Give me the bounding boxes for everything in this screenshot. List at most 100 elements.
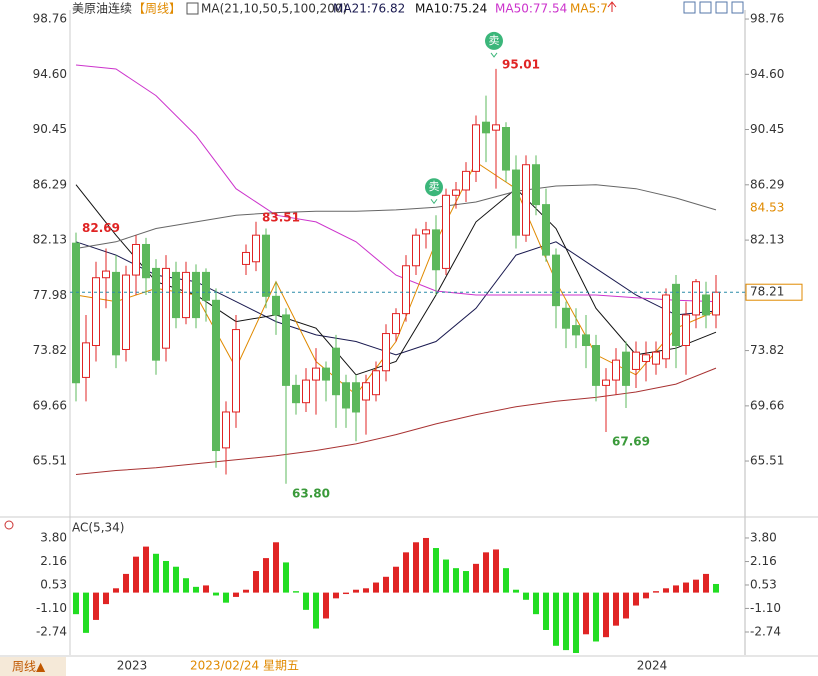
ac-bar [363, 588, 369, 593]
ac-bar [473, 563, 479, 593]
candle-body [402, 265, 410, 315]
period-button[interactable]: 周线▲ [12, 660, 46, 674]
candle-body [622, 351, 630, 386]
ac-bar [383, 576, 389, 593]
candle-body [142, 243, 150, 279]
y-tick-label: 0.53 [40, 577, 67, 591]
candle-body [472, 124, 480, 172]
tool-button[interactable] [731, 1, 744, 14]
ac-bar [243, 589, 249, 593]
ac-bar [163, 560, 169, 593]
ac-bar [403, 552, 409, 593]
ac-bar [493, 549, 499, 593]
indicator-icon [4, 520, 14, 530]
ac-bar [333, 592, 339, 599]
candle-body [212, 299, 220, 452]
y-tick-label-right: 82.13 [750, 233, 784, 247]
ac-bar [213, 592, 219, 596]
period: 【周线】 [133, 2, 181, 16]
ac-bar [443, 559, 449, 593]
candle-body [172, 271, 180, 319]
ac-bar [93, 592, 99, 620]
ac-bar [353, 589, 359, 593]
ac-bar [583, 592, 589, 635]
y-tick-label: 94.60 [33, 67, 67, 81]
ma-line [75, 367, 717, 475]
y-tick-label: 2.16 [40, 554, 67, 568]
y-tick-label: -1.10 [36, 601, 67, 615]
toolbar [683, 1, 744, 14]
ac-bar [393, 566, 399, 593]
legend-entry: MA21:76.82 [333, 2, 405, 16]
candle-body [462, 170, 470, 191]
candle-body [692, 281, 700, 316]
candle-body [102, 270, 110, 279]
tool-button[interactable] [699, 1, 712, 14]
candle-body [312, 367, 320, 381]
extreme-label: 83.51 [262, 210, 300, 224]
sell-signal [485, 31, 503, 50]
period-button-bg[interactable] [0, 657, 66, 676]
candle-body [552, 254, 560, 307]
ac-bar [593, 592, 599, 642]
ac-bar [643, 592, 649, 599]
ac-bar [143, 546, 149, 593]
candle-body [502, 127, 510, 171]
y-tick-label: 82.13 [33, 233, 67, 247]
arrow-icon [607, 1, 617, 12]
candle-body [452, 189, 460, 196]
ac-bar [283, 562, 289, 593]
candle-body [202, 271, 210, 301]
candle-body [322, 367, 330, 381]
candle-body [572, 325, 580, 336]
y-tick-label: 73.82 [33, 343, 67, 357]
ac-bar [513, 589, 519, 593]
ac-bar [253, 571, 259, 593]
extreme-label: 95.01 [502, 57, 540, 71]
candle-body [442, 194, 450, 269]
candle-body [302, 379, 310, 404]
y-tick-label: 90.45 [33, 122, 67, 136]
ac-bar [323, 592, 329, 619]
ac-bar [103, 592, 109, 605]
y-tick-label-right: 94.60 [750, 67, 784, 81]
ac-bar [633, 592, 639, 606]
tool-button[interactable] [683, 1, 696, 14]
candle-body [432, 229, 440, 271]
candle-body [372, 370, 380, 396]
ac-bar [123, 573, 129, 593]
candle-body [332, 347, 340, 396]
y-tick-label: 86.29 [33, 177, 67, 191]
ac-bar [193, 586, 199, 593]
candle-body [132, 243, 140, 276]
ma-line [75, 184, 717, 249]
ac-bar [713, 583, 719, 593]
candle-body [592, 345, 600, 386]
candle-body [72, 242, 80, 384]
ma-params: MA(21,10,50,5,100,200) [201, 2, 347, 16]
ac-bar [73, 592, 79, 615]
ac-bar [133, 556, 139, 593]
ac-bar [563, 592, 569, 651]
candle-body [352, 382, 360, 413]
ac-bar [503, 568, 509, 593]
ac-bar [343, 592, 349, 595]
candle-body [662, 294, 670, 360]
candle-body [542, 204, 550, 256]
y-tick-label-right: 90.45 [750, 122, 784, 136]
y-tick-label-right: 98.76 [750, 12, 784, 26]
ac-bar [463, 571, 469, 593]
candle-body [412, 234, 420, 267]
candle-body [292, 384, 300, 404]
ac-bar [293, 591, 299, 593]
ma-icon [186, 2, 199, 15]
y-tick-label-right: 73.82 [750, 343, 784, 357]
y-tick-label: 3.80 [40, 530, 67, 544]
ma-line [75, 64, 717, 303]
candle-body [532, 164, 540, 206]
candle-body [82, 342, 90, 378]
ac-bar [413, 542, 419, 593]
candle-body [602, 379, 610, 386]
tool-button[interactable] [715, 1, 728, 14]
